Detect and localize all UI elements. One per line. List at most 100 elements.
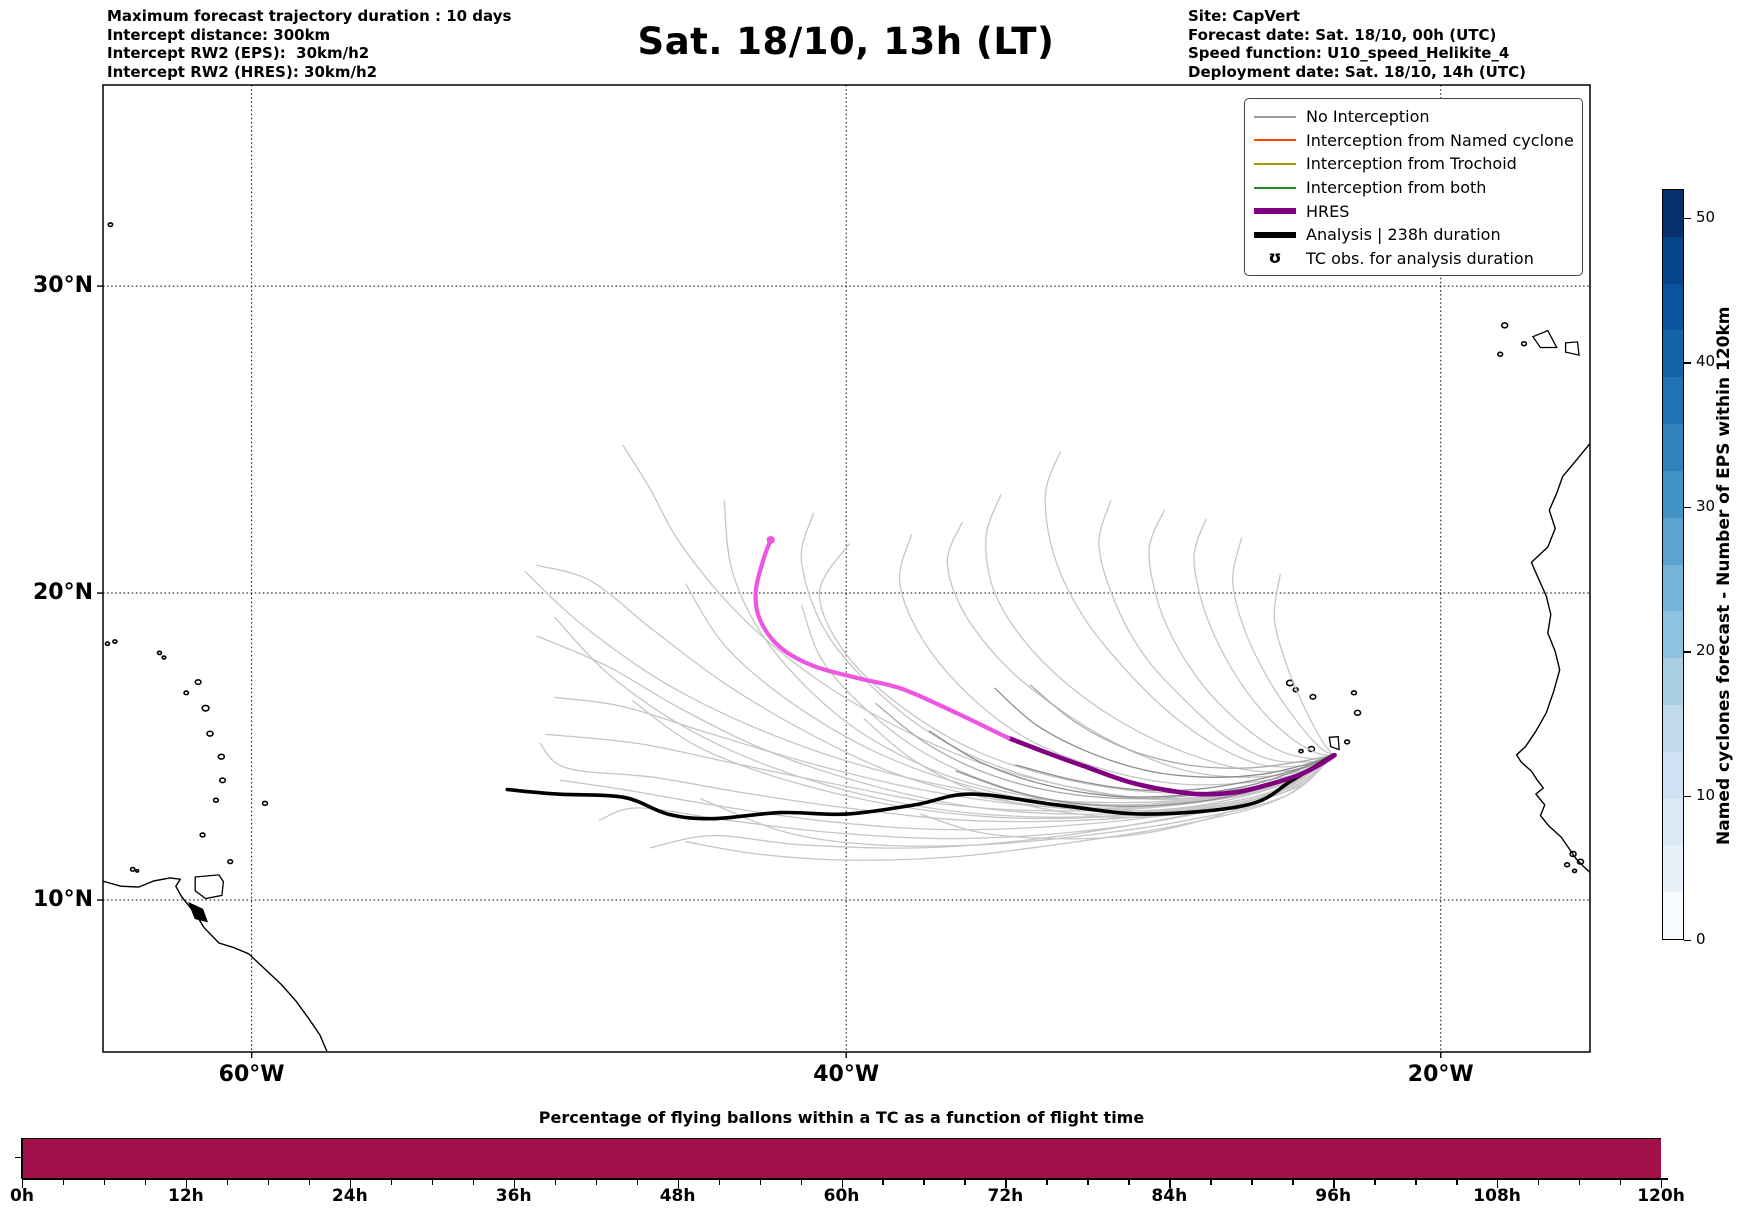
- colorbar-segment: [1663, 704, 1683, 752]
- bar-major-tick: [1661, 1180, 1663, 1188]
- trajectory-analysis-238h-duration: [505, 753, 1335, 821]
- colorbar-tick: [1684, 795, 1691, 797]
- bar-minor-tick: [1579, 1180, 1581, 1185]
- eps-trajectory: [699, 754, 1334, 847]
- bar-minor-tick: [103, 1180, 106, 1185]
- island-dominica: [206, 730, 214, 737]
- bottom-chart-y-tick: [15, 1157, 21, 1159]
- island-bijagos-1: [1569, 850, 1577, 858]
- colorbar-segment: [1663, 798, 1683, 846]
- eps-trajectory: [622, 445, 1334, 800]
- island-guadeloupe: [201, 704, 210, 712]
- island-bijagos-3: [1563, 862, 1571, 868]
- legend-line-swatch: [1254, 162, 1296, 165]
- colorbar-tick-label: 20: [1696, 641, 1716, 660]
- bar-minor-tick: [964, 1180, 966, 1185]
- colorbar-tick-label: 30: [1696, 496, 1716, 515]
- island-la-palma: [1500, 322, 1509, 329]
- island-virgin-islands: [104, 641, 111, 647]
- colorbar-tick-label: 10: [1696, 785, 1716, 804]
- bar-minor-tick: [595, 1180, 598, 1185]
- island-bermuda: [107, 222, 114, 228]
- y-tick-label: 20°N: [32, 580, 93, 606]
- island-coche: [134, 868, 140, 873]
- bar-major-tick: [841, 1180, 843, 1188]
- island-bijagos-4: [1571, 868, 1578, 874]
- bar-minor-tick: [431, 1180, 434, 1185]
- legend-line-swatch: [1254, 208, 1296, 215]
- legend-item-label: Interception from Trochoid: [1306, 154, 1517, 174]
- bar-minor-tick: [1128, 1180, 1130, 1185]
- island-margarita: [129, 866, 136, 872]
- colorbar-segment: [1663, 892, 1683, 939]
- y-tick-label: 30°N: [32, 273, 93, 299]
- colorbar-segment: [1663, 611, 1683, 659]
- coastline-south-america-coast: [103, 877, 328, 1052]
- colorbar-segment: [1663, 236, 1683, 284]
- bar-minor-tick: [554, 1180, 557, 1185]
- island-st-lucia: [218, 777, 227, 784]
- info-line: Speed function: U10_speed_Helikite_4: [1188, 44, 1510, 62]
- info-line: Intercept distance: 300km: [107, 25, 331, 44]
- colorbar-tick-label: 0: [1696, 930, 1706, 948]
- bar-minor-tick: [226, 1180, 229, 1185]
- colorbar: [1662, 189, 1684, 940]
- bar-minor-tick: [636, 1180, 639, 1185]
- eps-trajectory: [524, 570, 1334, 804]
- bottom-chart-title: Percentage of flying ballons within a TC…: [538, 1108, 1145, 1127]
- colorbar-tick-label: 50: [1696, 207, 1716, 226]
- eps-trajectory: [919, 754, 1334, 840]
- bar-minor-tick: [1251, 1180, 1253, 1185]
- bar-minor-tick: [1087, 1180, 1089, 1185]
- figure-title: Sat. 18/10, 13h (LT): [637, 20, 1055, 63]
- island-st-martin: [156, 650, 163, 656]
- bar-major-tick: [1169, 1180, 1171, 1188]
- bar-major-tick: [1333, 1180, 1335, 1188]
- colorbar-tick-label: 40: [1696, 352, 1716, 371]
- colorbar-segment: [1663, 330, 1683, 378]
- eps-trajectory: [1029, 684, 1334, 769]
- legend-item-label: Interception from both: [1306, 178, 1487, 198]
- colorbar-segment: [1663, 845, 1683, 893]
- colorbar-tick: [1684, 362, 1691, 364]
- legend-line: [1254, 208, 1296, 215]
- colorbar-segment: [1663, 564, 1683, 612]
- info-line: Site: CapVert: [1188, 7, 1300, 25]
- legend-item: HRES: [1254, 199, 1574, 223]
- eps-trajectory: [1273, 573, 1334, 756]
- eps-trajectory: [928, 730, 1334, 798]
- island-outline-santiago-cv: [1328, 736, 1340, 751]
- island-tobago: [227, 858, 234, 865]
- info-block-left: Maximum forecast trajectory duration : 1…: [107, 7, 511, 81]
- x-tick-label: 60°W: [218, 1062, 285, 1087]
- bar-major-tick: [349, 1180, 352, 1188]
- bar-minor-tick: [1538, 1180, 1540, 1185]
- info-line: Deployment date: Sat. 18/10, 14h (UTC): [1188, 62, 1526, 81]
- colorbar-tick: [1684, 940, 1691, 942]
- island-outline-gran-canaria: [1564, 341, 1580, 356]
- island-martinique: [217, 753, 226, 760]
- x-tick-label: 40°W: [813, 1062, 880, 1087]
- island-antigua: [194, 679, 202, 686]
- x-tick-label: 20°W: [1407, 1062, 1474, 1087]
- legend-line: [1254, 139, 1296, 142]
- info-line: Intercept RW2 (HRES): 30km/h2: [107, 62, 378, 81]
- bar-major-tick: [185, 1180, 188, 1188]
- bar-minor-tick: [882, 1180, 884, 1185]
- island-virgin-islands-2: [112, 639, 118, 644]
- island-st-vincent: [212, 797, 220, 803]
- bar-minor-tick: [759, 1180, 761, 1185]
- colorbar-segment: [1663, 470, 1683, 518]
- bar-tick-label: 24h: [331, 1186, 368, 1206]
- bar-tick-label: 120h: [1637, 1186, 1685, 1206]
- legend-item: Interception from both: [1254, 176, 1574, 200]
- bar-minor-tick: [1456, 1180, 1458, 1185]
- bottom-chart-bar: [22, 1138, 1661, 1178]
- colorbar-tick: [1684, 506, 1691, 509]
- island-boa-vista: [1353, 709, 1362, 716]
- colorbar-segment: [1663, 283, 1683, 331]
- eps-trajectory: [723, 500, 1334, 806]
- bar-tick-label: 12h: [168, 1186, 204, 1206]
